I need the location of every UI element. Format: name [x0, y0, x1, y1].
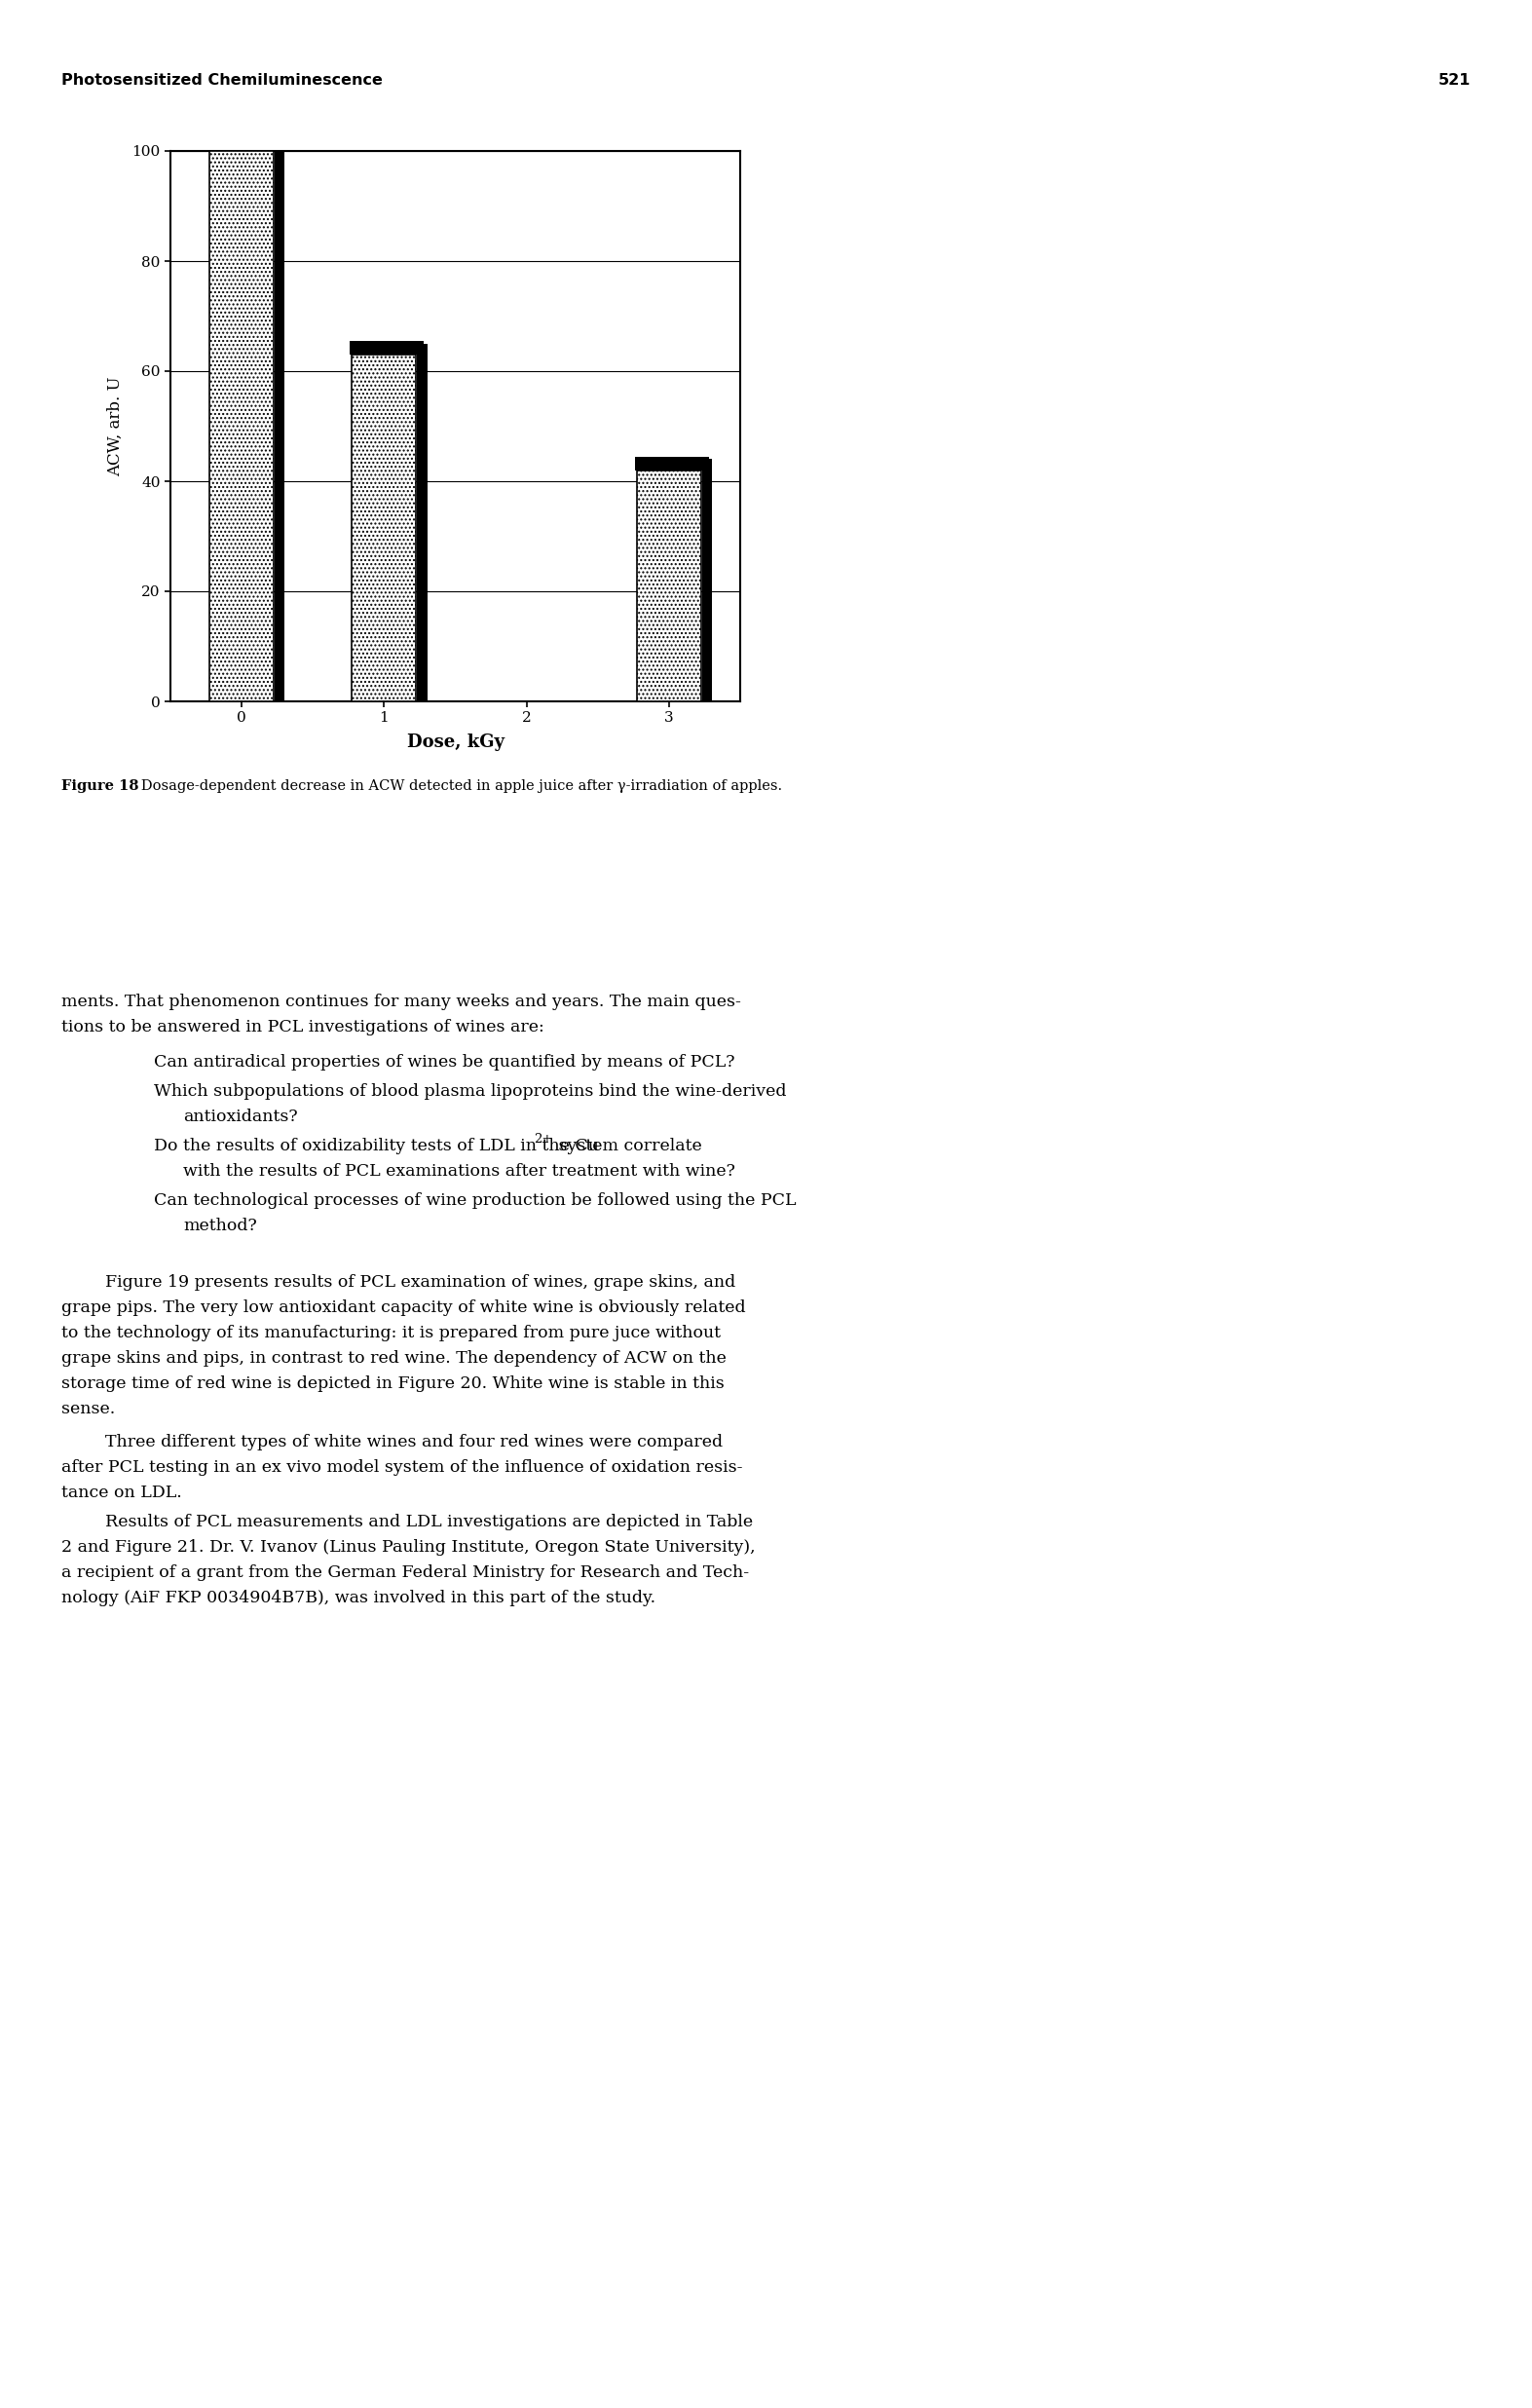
Text: with the results of PCL examinations after treatment with wine?: with the results of PCL examinations aft…: [184, 1163, 735, 1180]
Text: antioxidants?: antioxidants?: [184, 1108, 297, 1125]
Text: system correlate: system correlate: [553, 1137, 702, 1153]
Bar: [349, 342, 424, 354]
Text: 2+: 2+: [533, 1132, 553, 1146]
Text: grape pips. The very low antioxidant capacity of white wine is obviously related: grape pips. The very low antioxidant cap…: [61, 1300, 746, 1317]
Bar: [208, 137, 282, 152]
Bar: [274, 140, 285, 701]
Text: tance on LDL.: tance on LDL.: [61, 1486, 182, 1500]
Text: a recipient of a grant from the German Federal Ministry for Research and Tech-: a recipient of a grant from the German F…: [61, 1565, 749, 1582]
Text: Dosage-dependent decrease in ACW detected in apple juice after γ-irradiation of : Dosage-dependent decrease in ACW detecte…: [127, 780, 783, 792]
Text: Can technological processes of wine production be followed using the PCL: Can technological processes of wine prod…: [153, 1192, 797, 1209]
Text: Figure 19 presents results of PCL examination of wines, grape skins, and: Figure 19 presents results of PCL examin…: [106, 1274, 735, 1291]
Bar: [352, 354, 417, 701]
Text: method?: method?: [184, 1218, 257, 1235]
Bar: [634, 458, 709, 470]
Text: Which subpopulations of blood plasma lipoproteins bind the wine-derived: Which subpopulations of blood plasma lip…: [153, 1084, 786, 1100]
Text: 521: 521: [1439, 72, 1471, 87]
Text: tions to be answered in PCL investigations of wines are:: tions to be answered in PCL investigatio…: [61, 1019, 544, 1035]
Text: Can antiradical properties of wines be quantified by means of PCL?: Can antiradical properties of wines be q…: [153, 1055, 735, 1072]
Bar: [702, 460, 712, 701]
Text: Results of PCL measurements and LDL investigations are depicted in Table: Results of PCL measurements and LDL inve…: [106, 1515, 752, 1531]
Text: ments. That phenomenon continues for many weeks and years. The main ques-: ments. That phenomenon continues for man…: [61, 995, 741, 1009]
Text: to the technology of its manufacturing: it is prepared from pure juce without: to the technology of its manufacturing: …: [61, 1324, 720, 1341]
Bar: [637, 470, 702, 701]
Text: Do the results of oxidizability tests of LDL in the Cu: Do the results of oxidizability tests of…: [153, 1137, 599, 1153]
Bar: [210, 152, 274, 701]
X-axis label: Dose, kGy: Dose, kGy: [406, 734, 504, 751]
Text: 2 and Figure 21. Dr. V. Ivanov (Linus Pauling Institute, Oregon State University: 2 and Figure 21. Dr. V. Ivanov (Linus Pa…: [61, 1539, 755, 1556]
Text: Photosensitized Chemiluminescence: Photosensitized Chemiluminescence: [61, 72, 383, 87]
Bar: [417, 344, 427, 701]
Text: nology (AiF FKP 0034904B7B), was involved in this part of the study.: nology (AiF FKP 0034904B7B), was involve…: [61, 1589, 656, 1606]
Text: sense.: sense.: [61, 1401, 115, 1418]
Text: Figure 18: Figure 18: [61, 780, 139, 792]
Text: grape skins and pips, in contrast to red wine. The dependency of ACW on the: grape skins and pips, in contrast to red…: [61, 1351, 726, 1368]
Y-axis label: ACW, arb. U: ACW, arb. U: [107, 376, 124, 477]
Text: Three different types of white wines and four red wines were compared: Three different types of white wines and…: [106, 1433, 723, 1450]
Text: storage time of red wine is depicted in Figure 20. White wine is stable in this: storage time of red wine is depicted in …: [61, 1375, 725, 1392]
Text: after PCL testing in an ex vivo model system of the influence of oxidation resis: after PCL testing in an ex vivo model sy…: [61, 1459, 743, 1476]
